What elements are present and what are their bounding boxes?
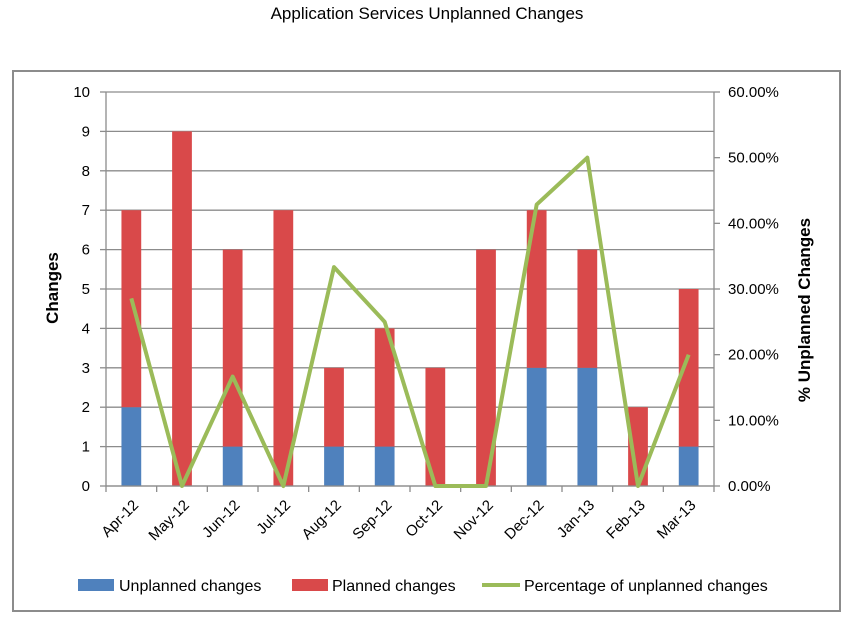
x-tick-label: Aug-12 xyxy=(299,497,345,543)
bar-planned-changes xyxy=(222,249,243,447)
legend-label: Unplanned changes xyxy=(119,578,261,595)
bar-planned-changes xyxy=(374,328,395,447)
y-right-tick-label: 30.00% xyxy=(728,281,779,298)
x-tick-label: May-12 xyxy=(145,497,192,544)
x-tick-label: Jul-12 xyxy=(253,497,294,538)
line-percentage-unplanned xyxy=(129,155,691,488)
x-tick-label: Feb-13 xyxy=(603,497,649,543)
y-right-tick-label: 10.00% xyxy=(728,412,779,429)
y-axis-right-title: % Unplanned Changes xyxy=(795,218,814,402)
y-tick-label: 4 xyxy=(82,320,90,337)
bar-unplanned-changes xyxy=(324,446,344,486)
bar-unplanned-changes xyxy=(577,367,598,486)
bar-planned-changes xyxy=(425,367,446,486)
y-axis-title: Changes xyxy=(43,252,62,324)
y-tick-label: 7 xyxy=(82,202,90,219)
bar-planned-changes xyxy=(273,210,294,486)
y-right-tick-label: 40.00% xyxy=(728,215,779,232)
chart-title: Application Services Unplanned Changes xyxy=(270,4,584,23)
y-tick-label: 10 xyxy=(73,84,90,101)
y-right-tick-label: 20.00% xyxy=(728,347,779,364)
bar-unplanned-changes xyxy=(121,407,142,486)
bar-planned-changes xyxy=(324,367,344,447)
bar-unplanned-changes xyxy=(526,367,547,486)
y-right-tick-label: 0.00% xyxy=(728,478,771,495)
legend: Unplanned changes Planned changes Percenta… xyxy=(78,578,768,595)
chart-svg: 0 1 2 3 4 5 6 7 8 9 10 0.00% 10.00% 20.00% 30.00% 40.00… xyxy=(43,84,814,595)
bar-unplanned-changes xyxy=(374,446,395,486)
y-right-tick-label: 50.00% xyxy=(728,150,779,167)
y-tick-label: 3 xyxy=(82,360,90,377)
bar-unplanned-changes xyxy=(678,446,699,486)
x-tick-label: Dec-12 xyxy=(501,497,547,543)
y-tick-label: 8 xyxy=(82,163,90,180)
y-tick-label: 1 xyxy=(82,439,90,456)
bar-planned-changes xyxy=(678,289,699,447)
bar-unplanned-changes xyxy=(222,446,243,486)
legend-label: Planned changes xyxy=(332,578,456,595)
x-tick-label: Oct-12 xyxy=(402,497,446,541)
y-tick-label: 6 xyxy=(82,242,90,259)
x-tick-label: Nov-12 xyxy=(451,497,497,543)
x-tick-label: Jan-13 xyxy=(554,497,598,541)
legend-label: Percentage of unplanned changes xyxy=(524,578,768,595)
bar-planned-changes xyxy=(121,210,142,408)
axes xyxy=(100,91,720,492)
gridlines xyxy=(106,91,714,487)
x-tick-label: Mar-13 xyxy=(654,497,700,543)
x-tick-label: Sep-12 xyxy=(349,497,395,543)
y-tick-label: 9 xyxy=(82,123,90,140)
bar-planned-changes xyxy=(526,210,547,368)
bar-planned-changes xyxy=(172,131,192,486)
bar-planned-changes xyxy=(577,249,598,368)
y-tick-label: 0 xyxy=(82,478,90,495)
y-tick-label: 2 xyxy=(82,399,90,416)
x-tick-label: Apr-12 xyxy=(98,497,142,541)
y-right-tick-label: 60.00% xyxy=(728,84,779,101)
percentage-line xyxy=(129,155,691,488)
bar-planned-changes xyxy=(476,249,496,486)
y-tick-label: 5 xyxy=(82,281,90,298)
x-tick-label: Jun-12 xyxy=(199,497,243,541)
legend-swatch xyxy=(292,579,328,591)
chart-frame: 0 1 2 3 4 5 6 7 8 9 10 0.00% 10.00% 20.00% 30.00% 40.00… xyxy=(12,70,841,612)
legend-swatch xyxy=(78,579,114,591)
